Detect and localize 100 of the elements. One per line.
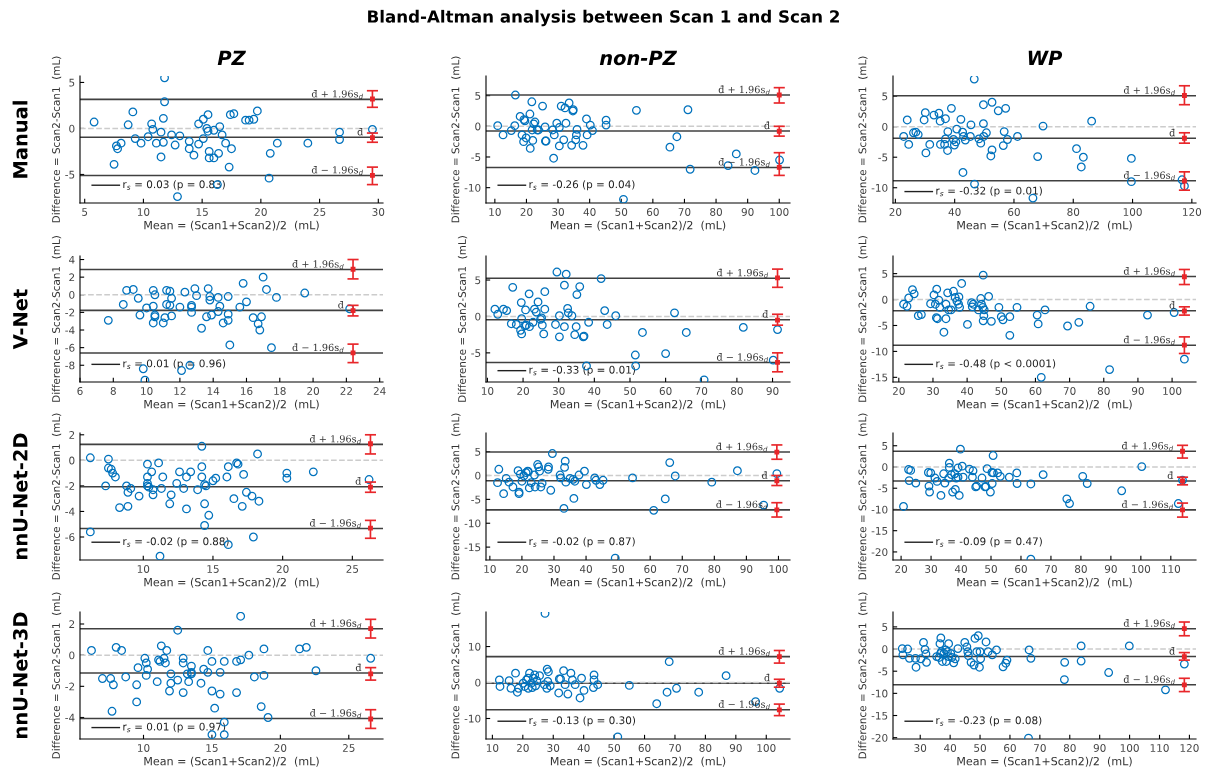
y-tick-label: 0 — [69, 456, 75, 465]
x-tick-label: 80 — [1063, 744, 1076, 752]
x-tick-label: 110 — [1162, 565, 1181, 573]
text: Bland-Altman analysis between Scan 1 and Scan 2 — [368, 9, 839, 27]
x-tick-label: 10 — [481, 387, 494, 395]
x-tick-label: 20 — [276, 565, 289, 573]
x-tick-label: 120 — [1183, 208, 1202, 216]
x-tick-label: 100 — [770, 208, 789, 216]
x-tick-label: 50 — [624, 387, 636, 395]
y-axis-title: Difference = Scan2-Scan1 (mL) — [858, 413, 868, 580]
x-tick-label: 100 — [1120, 744, 1139, 752]
x-tick-label: 18 — [274, 387, 286, 395]
y-tick-label: 2 — [69, 273, 75, 282]
x-tick-label: 20 — [274, 744, 287, 752]
y-tick-label: -20 — [871, 733, 888, 742]
x-tick-label: 60 — [1029, 387, 1042, 395]
x-tick-label: 10 — [486, 744, 499, 752]
ref-line-label: d̄ − 1.96s$_{d}$ — [718, 158, 770, 168]
ref-line-label: d̄ − 1.96s$_{d}$ — [292, 343, 344, 353]
x-tick-label: 10 — [489, 208, 501, 216]
y-tick-label: -10 — [871, 689, 888, 698]
x-tick-label: 40 — [954, 565, 967, 573]
x-tick-label: 20 — [517, 387, 529, 395]
x-tick-label: 80 — [1067, 208, 1080, 216]
x-tick-label: 20 — [516, 744, 529, 752]
ref-line-label: d̄ − 1.96s$_{d}$ — [1123, 335, 1176, 345]
x-tick-label: 20 — [255, 208, 267, 216]
x-tick-label: 30 — [552, 387, 565, 395]
x-tick-label: 20 — [889, 208, 902, 216]
x-tick-label: 30 — [914, 744, 927, 752]
x-axis-title: Mean = (Scan1+Scan2)/2 (mL) — [957, 220, 1132, 231]
x-tick-label: 90 — [1093, 744, 1106, 752]
ref-line-label: d̄ — [1167, 471, 1174, 480]
y-tick-label: -5 — [878, 667, 888, 676]
y-tick-label: 5 — [475, 92, 481, 100]
x-axis-title: Mean = (Scan1+Scan2)/2 (mL) — [144, 577, 319, 588]
y-tick-label: 0 — [475, 312, 481, 321]
annotation: r$_{s}$ = -0.02 (p = 0.87) — [529, 537, 635, 548]
ref-line-label: d̄ — [764, 121, 770, 130]
y-tick-label: -15 — [871, 711, 888, 720]
ref-line-label: d̄ — [355, 477, 362, 485]
y-axis-title: Difference = Scan2-Scan1 (mL) — [451, 592, 461, 759]
x-tick-label: 80 — [708, 565, 721, 573]
y-tick-label: 5 — [475, 447, 481, 456]
y-tick-label: 5 — [475, 276, 481, 285]
x-tick-label: 70 — [678, 208, 691, 216]
x-tick-label: 40 — [961, 387, 974, 395]
x-axis-title: Mean = (Scan1+Scan2)/2 (mL) — [144, 756, 319, 767]
x-tick-label: 10 — [484, 565, 496, 573]
x-tick-label: 40 — [944, 744, 957, 752]
x-tick-label: 30 — [927, 387, 939, 395]
annotation: r$_{s}$ = -0.02 (p = 0.88) — [123, 537, 229, 548]
y-tick-label: -5 — [878, 484, 888, 493]
x-axis-title: Mean = (Scan1+Scan2)/2 (mL) — [144, 220, 319, 231]
annotation: r$_{s}$ = -0.48 (p < 0.0001) — [936, 359, 1056, 370]
x-tick-label: 120 — [1180, 744, 1199, 752]
x-tick-label: 50 — [974, 744, 986, 752]
x-tick-label: 30 — [925, 565, 937, 573]
ref-line-label: d̄ — [1169, 128, 1176, 137]
x-tick-label: 20 — [307, 387, 320, 395]
x-tick-label: 50 — [615, 208, 628, 216]
ref-line-label: d̄ — [764, 673, 770, 682]
y-tick-label: -20 — [871, 548, 888, 557]
x-tick-label: 100 — [1132, 565, 1151, 573]
x-tick-label: 15 — [207, 565, 219, 573]
y-tick-label: 5 — [69, 78, 75, 87]
x-tick-label: 60 — [1004, 744, 1016, 752]
y-tick-label: 0 — [882, 295, 888, 304]
y-tick-label: 10 — [469, 642, 481, 651]
y-tick-label: -5 — [878, 321, 888, 330]
y-tick-label: 5 — [882, 92, 888, 101]
y-tick-label: -4 — [65, 326, 75, 334]
y-axis-title: Difference = Scan2-Scan1 (mL) — [457, 236, 468, 402]
x-tick-label: 15 — [206, 744, 218, 752]
y-axis-title: Difference = Scan2-Scan1 (mL) — [51, 56, 62, 223]
y-tick-label: -2 — [65, 682, 75, 691]
x-tick-label: 60 — [659, 387, 672, 395]
x-tick-label: 90 — [1131, 387, 1144, 395]
x-tick-label: 22 — [340, 387, 352, 395]
ref-line-label: d̄ − 1.96s$_{d}$ — [1123, 171, 1176, 181]
x-tick-label: 50 — [608, 744, 621, 752]
ref-line-label: d̄ — [338, 300, 344, 309]
x-tick-label: 100 — [1123, 208, 1142, 216]
x-tick-label: 16 — [241, 387, 253, 395]
ref-line-label: d̄ — [761, 471, 768, 479]
ref-line-label: d̄ − 1.96s$_{d}$ — [718, 700, 770, 710]
y-tick-label: -10 — [871, 347, 888, 356]
y-tick-label: -4 — [65, 713, 75, 722]
x-tick-label: 70 — [1045, 565, 1057, 573]
ref-line-label: d̄ + 1.96s$_{d}$ — [1123, 267, 1176, 277]
x-tick-label: 80 — [710, 208, 722, 216]
x-tick-label: 60 — [644, 565, 657, 573]
x-tick-label: 60 — [1008, 208, 1020, 216]
y-tick-label: 5 — [882, 442, 888, 450]
y-axis-title: Difference = Scan2-Scan1 (mL) — [451, 413, 461, 580]
x-tick-label: 50 — [612, 565, 625, 573]
y-axis-title: Difference = Scan2-Scan1 (mL) — [51, 236, 62, 402]
ref-line-label: d̄ + 1.96s$_{d}$ — [1123, 619, 1175, 629]
y-tick-label: -5 — [471, 153, 481, 162]
y-tick-label: -8 — [65, 361, 75, 370]
